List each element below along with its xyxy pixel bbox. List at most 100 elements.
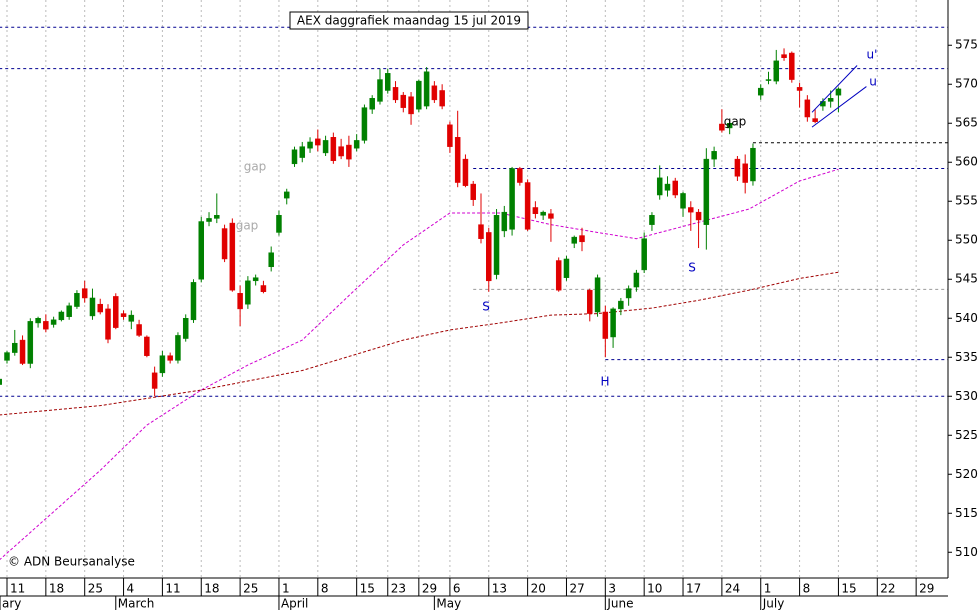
candle-body xyxy=(113,296,119,328)
candle-body xyxy=(470,183,476,200)
candle-body xyxy=(214,215,220,219)
candle-body xyxy=(50,319,57,325)
annotation: © ADN Beursanalyse xyxy=(8,555,135,569)
candle-body xyxy=(392,87,399,101)
candle-body xyxy=(283,191,290,199)
candle-body xyxy=(633,272,640,288)
candle-body xyxy=(835,88,842,96)
candle-body xyxy=(664,183,671,191)
month-label: ary xyxy=(2,597,21,610)
candle-body xyxy=(602,311,609,339)
annotation: S xyxy=(688,261,696,275)
candle-body xyxy=(229,222,236,291)
annotation: S xyxy=(482,300,490,314)
x-tick-label: 18 xyxy=(49,582,64,596)
x-tick-label: 11 xyxy=(165,582,180,596)
candle-body xyxy=(144,336,150,356)
candle-body xyxy=(74,293,80,307)
candle-body xyxy=(587,289,593,314)
y-tick-label: 515 xyxy=(955,506,978,520)
x-tick-label: 22 xyxy=(880,582,895,596)
candle-body xyxy=(237,293,243,310)
x-tick-label: 25 xyxy=(88,582,103,596)
candle-body xyxy=(548,213,554,219)
candle-body xyxy=(439,90,445,107)
candle-body xyxy=(610,308,616,338)
plot-area xyxy=(0,26,948,561)
candle-body xyxy=(221,228,228,260)
candle-body xyxy=(384,73,391,91)
month-label: May xyxy=(436,597,461,610)
candle-body xyxy=(423,71,430,107)
x-tick-label: 3 xyxy=(608,582,616,596)
candle-body xyxy=(268,252,274,268)
candle-body xyxy=(571,236,577,244)
candle-body xyxy=(198,221,205,280)
x-tick-label: 8 xyxy=(321,582,329,596)
month-label: April xyxy=(281,597,308,610)
candle-body xyxy=(540,211,546,216)
candle-body xyxy=(89,297,96,317)
candle-body xyxy=(400,94,407,108)
candle-body xyxy=(353,140,360,149)
x-tick-label: 11 xyxy=(10,582,25,596)
candle-body xyxy=(276,215,282,233)
candle-body xyxy=(136,324,142,336)
moving-average xyxy=(0,168,839,561)
candle-body xyxy=(486,232,492,282)
annotation: u xyxy=(869,75,877,89)
candle-body xyxy=(688,207,694,213)
month-label: July xyxy=(762,597,785,610)
x-tick-label: 25 xyxy=(243,582,258,596)
candle-body xyxy=(4,352,10,361)
annotation: H xyxy=(600,375,609,389)
x-tick-label: 24 xyxy=(725,582,740,596)
candle-body xyxy=(501,211,508,232)
y-tick-label: 540 xyxy=(955,311,978,325)
x-tick-label: 1 xyxy=(764,582,772,596)
candle-body xyxy=(563,258,570,278)
candle-body xyxy=(346,144,352,160)
x-tick-label: 4 xyxy=(127,582,135,596)
candle-body xyxy=(338,146,344,157)
candle-body xyxy=(812,118,818,122)
candle-body xyxy=(245,280,251,305)
candle-body xyxy=(493,215,500,275)
candle-body xyxy=(105,308,111,340)
title-box xyxy=(289,11,529,30)
candle-body xyxy=(377,79,383,102)
candle-body xyxy=(151,372,158,389)
candle-body xyxy=(773,60,780,82)
candle-body xyxy=(27,321,34,364)
annotation: u' xyxy=(867,48,878,62)
y-tick-label: 565 xyxy=(955,116,978,130)
candle-body xyxy=(322,140,329,154)
candle-body xyxy=(649,215,655,225)
candle-body xyxy=(167,355,173,361)
x-tick-label: 13 xyxy=(492,582,507,596)
channel-line xyxy=(811,65,858,113)
moving-average xyxy=(0,271,839,416)
candle-body xyxy=(454,137,461,183)
candle-body xyxy=(509,168,515,230)
x-tick-label: 15 xyxy=(841,582,856,596)
candle-body xyxy=(711,151,717,160)
candle-body xyxy=(97,303,103,313)
candle-body xyxy=(789,52,795,80)
x-tick-label: 17 xyxy=(686,582,701,596)
candle-body xyxy=(206,218,212,222)
y-tick-label: 575 xyxy=(955,38,978,52)
candle-body xyxy=(12,342,18,353)
candle-body xyxy=(182,318,189,339)
candle-body xyxy=(579,235,585,243)
candle-body xyxy=(742,163,748,183)
channel-line xyxy=(811,86,867,128)
y-tick-label: 510 xyxy=(955,545,978,559)
candle-body xyxy=(680,193,686,209)
month-label: June xyxy=(606,597,633,610)
candle-body xyxy=(0,378,2,385)
chart-title: AEX daggrafiek maandag 15 jul 2019 xyxy=(297,14,521,28)
candle-body xyxy=(478,224,484,239)
candle-body xyxy=(408,96,414,115)
y-tick-label: 520 xyxy=(955,467,978,481)
